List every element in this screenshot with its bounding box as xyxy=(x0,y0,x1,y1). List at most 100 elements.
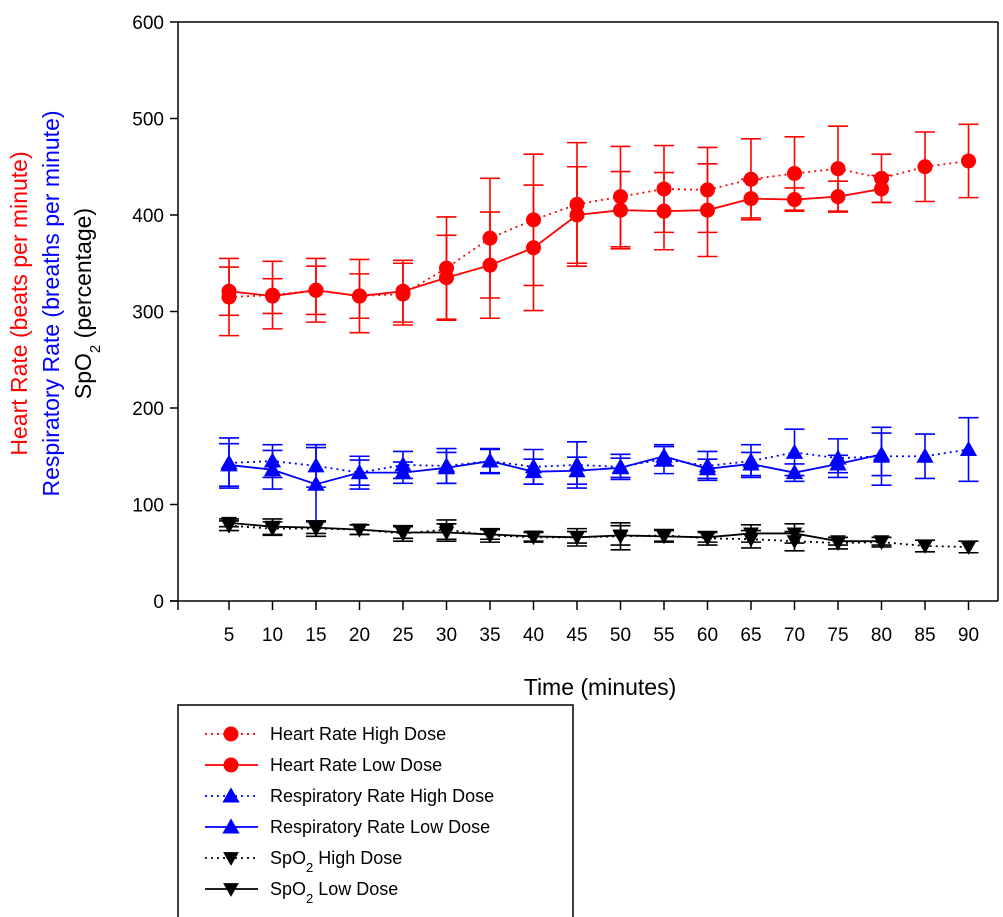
series-respiratory-rate-low-dose xyxy=(219,432,892,522)
series-line xyxy=(228,521,882,543)
data-point xyxy=(613,202,628,218)
legend-label: Respiratory Rate Low Dose xyxy=(270,817,490,837)
data-point xyxy=(439,270,454,286)
x-tick-label: 60 xyxy=(697,625,718,646)
data-point xyxy=(265,288,280,304)
data-point xyxy=(656,203,672,219)
data-point xyxy=(264,520,281,535)
data-point xyxy=(350,464,369,480)
legend-label: SpO2 High Dose xyxy=(270,848,402,875)
data-point xyxy=(829,455,847,471)
y-tick-label: 200 xyxy=(132,399,164,420)
data-point xyxy=(611,459,630,475)
data-point xyxy=(787,166,802,182)
series-spo2-low-dose xyxy=(219,516,892,550)
data-point xyxy=(524,463,543,479)
y-tick-label: 100 xyxy=(132,496,164,517)
x-tick-label: 35 xyxy=(479,625,500,646)
data-point xyxy=(786,527,803,542)
data-point xyxy=(742,455,760,471)
data-point xyxy=(526,240,541,256)
y-tick-label: 500 xyxy=(132,110,164,131)
data-point xyxy=(872,445,891,461)
data-point xyxy=(917,159,933,175)
data-point xyxy=(700,202,715,218)
x-axis-title: Time (minutes) xyxy=(524,674,677,700)
x-tick-label: 85 xyxy=(914,625,935,646)
data-point xyxy=(916,447,934,463)
data-point xyxy=(917,540,933,554)
y-tick-label: 400 xyxy=(132,206,164,227)
legend-label: Respiratory Rate High Dose xyxy=(270,786,494,806)
legend-item: SpO2 High Dose xyxy=(205,848,402,875)
legend-marker xyxy=(223,883,239,897)
data-point xyxy=(482,257,498,273)
data-point xyxy=(568,462,586,478)
data-point xyxy=(569,207,585,223)
data-point xyxy=(699,531,716,546)
data-point xyxy=(961,153,976,169)
data-point xyxy=(308,282,324,298)
x-tick-label: 25 xyxy=(392,625,413,646)
data-point xyxy=(873,535,890,550)
series-line xyxy=(228,188,882,297)
data-point xyxy=(656,530,672,545)
y-axis-title: Heart Rate (beats per minute) xyxy=(6,151,32,455)
x-tick-label: 40 xyxy=(523,625,544,646)
x-tick-label: 90 xyxy=(958,625,979,646)
legend-marker xyxy=(222,787,240,803)
series-line xyxy=(228,453,882,486)
legend-item: Heart Rate Low Dose xyxy=(205,755,442,775)
data-point xyxy=(787,192,802,208)
x-tick-label: 55 xyxy=(653,625,674,646)
data-point xyxy=(220,456,238,472)
x-tick-label: 70 xyxy=(784,625,805,646)
data-point xyxy=(482,528,498,543)
x-tick-label: 50 xyxy=(610,625,631,646)
x-tick-label: 10 xyxy=(262,625,283,646)
data-point xyxy=(221,516,237,531)
data-point xyxy=(525,530,542,545)
series-heart-rate-low-dose xyxy=(219,163,892,323)
y-tick-label: 0 xyxy=(153,592,164,613)
data-point xyxy=(698,460,717,476)
legend-label: SpO2 Low Dose xyxy=(270,879,398,906)
legend-item: Respiratory Rate Low Dose xyxy=(205,817,490,837)
data-point xyxy=(960,541,977,555)
legend-item: Heart Rate High Dose xyxy=(205,724,446,744)
x-tick-label: 65 xyxy=(740,625,761,646)
x-tick-label: 45 xyxy=(566,625,587,646)
legend-item: Respiratory Rate High Dose xyxy=(205,786,494,806)
data-point xyxy=(959,440,978,456)
y-axis-title: Respiratory Rate (breaths per minute) xyxy=(38,110,64,496)
y-axis-title: SpO2 (percentage) xyxy=(70,208,104,399)
legend-box xyxy=(177,704,574,917)
series-spo2-high-dose xyxy=(219,519,979,555)
series-layer xyxy=(219,123,979,555)
data-point xyxy=(394,464,412,480)
x-axis: 5 10 15 20 25 30 35 40 45 50 55 60 65 70 75 80 85 90 xyxy=(224,601,979,646)
data-point xyxy=(221,283,237,299)
data-point xyxy=(351,523,368,538)
series-respiratory-rate-high-dose xyxy=(219,416,979,490)
x-tick-label: 5 xyxy=(224,625,235,646)
legend-item: SpO2 Low Dose xyxy=(205,879,398,906)
data-point xyxy=(655,447,673,463)
y-axis: 0 100 200 300 400 500 600 xyxy=(132,13,178,613)
legend: Heart Rate High Dose Heart Rate Low Dose R… xyxy=(177,704,574,917)
x-tick-label: 30 xyxy=(436,625,457,646)
legend-marker xyxy=(223,852,239,866)
data-point xyxy=(569,531,585,546)
data-point xyxy=(437,459,456,475)
data-point xyxy=(395,283,411,299)
legend-marker xyxy=(223,757,239,773)
x-tick-label: 80 xyxy=(871,625,892,646)
x-tick-label: 15 xyxy=(305,625,326,646)
y-tick-label: 600 xyxy=(132,13,164,34)
legend-marker xyxy=(223,726,239,742)
series-heart-rate-high-dose xyxy=(219,123,979,337)
data-point xyxy=(785,464,804,480)
x-tick-label: 20 xyxy=(349,625,370,646)
data-point xyxy=(830,535,846,550)
